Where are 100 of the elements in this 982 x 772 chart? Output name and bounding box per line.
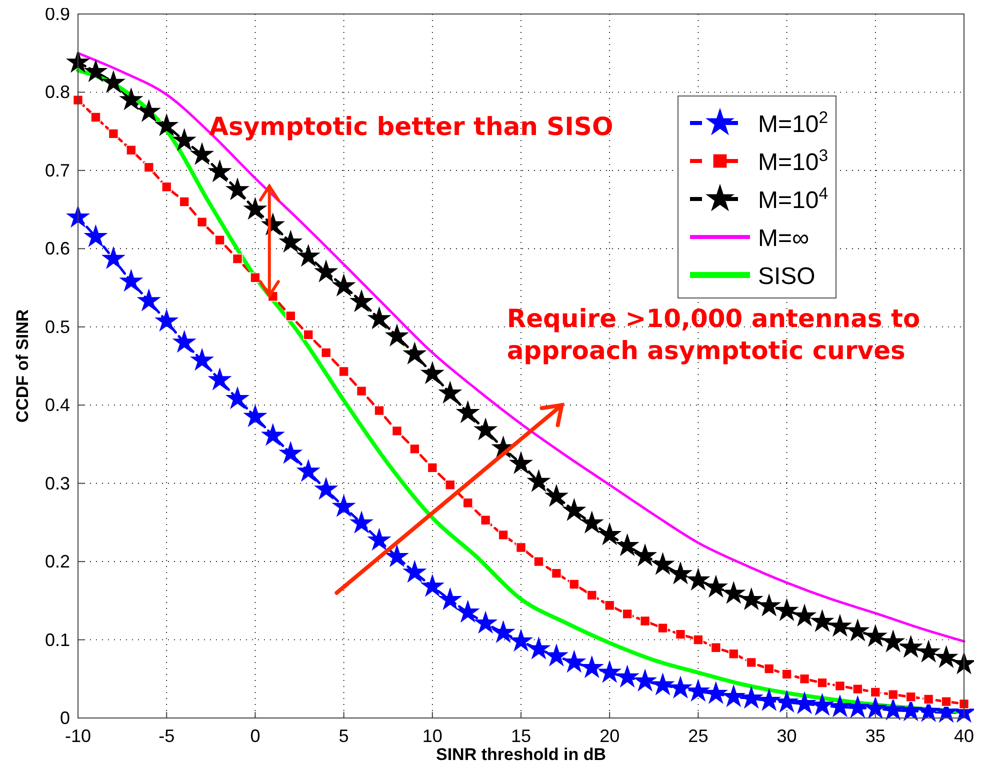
point — [84, 59, 108, 82]
annotation: Require >10,000 antennas to approach asymptotic curves — [506, 304, 920, 365]
x-tick-label: 0 — [250, 726, 260, 746]
point — [136, 288, 161, 312]
x-tick-label: 40 — [954, 726, 974, 746]
point — [66, 204, 90, 228]
point — [650, 672, 675, 696]
point — [367, 528, 392, 551]
point — [604, 600, 615, 611]
point — [640, 616, 650, 626]
point — [632, 668, 658, 692]
point — [444, 480, 456, 490]
point — [817, 678, 828, 688]
x-tick-label: 5 — [338, 726, 349, 746]
legend-label: SISO — [758, 263, 816, 290]
point — [427, 462, 438, 473]
point — [934, 645, 958, 668]
point — [828, 614, 852, 637]
x-tick-label: -5 — [158, 726, 175, 746]
point — [774, 598, 799, 622]
point — [722, 684, 746, 708]
point — [356, 386, 367, 396]
x-tick-label: 20 — [600, 726, 620, 746]
point — [285, 310, 296, 322]
point — [349, 510, 374, 534]
point — [562, 650, 586, 673]
point — [516, 542, 526, 553]
y-axis-title: CCDF of SINR — [13, 309, 32, 423]
point — [320, 348, 332, 358]
annotation: Asymptotic better than SISO — [209, 112, 614, 142]
point — [498, 530, 508, 540]
point — [119, 268, 144, 292]
point — [101, 70, 126, 94]
point — [906, 692, 916, 702]
point — [374, 405, 384, 416]
point — [544, 644, 568, 666]
point — [846, 618, 870, 642]
point — [870, 687, 881, 698]
point — [456, 400, 480, 424]
point — [675, 629, 686, 640]
point — [119, 87, 144, 110]
point — [338, 366, 349, 377]
point — [852, 684, 863, 694]
point — [410, 444, 420, 454]
point — [438, 587, 462, 610]
y-tick-label: 0.2 — [44, 552, 70, 572]
point — [782, 669, 792, 680]
point — [668, 676, 693, 699]
point — [314, 259, 338, 282]
point — [161, 182, 172, 192]
point — [278, 440, 303, 464]
point — [420, 574, 444, 597]
point — [722, 580, 746, 604]
point — [154, 113, 179, 136]
point — [402, 342, 427, 365]
point — [916, 640, 941, 663]
point — [562, 498, 586, 521]
point — [278, 230, 303, 253]
x-axis-title: SINR threshold in dB — [436, 745, 606, 764]
point — [392, 426, 402, 436]
point — [196, 216, 208, 228]
legend-label: M=10$^{4}$ — [758, 184, 828, 214]
y-tick-label: 0 — [60, 708, 70, 728]
y-tick-label: 0.1 — [44, 630, 70, 650]
point — [898, 634, 923, 658]
point — [764, 664, 774, 674]
point — [686, 678, 710, 702]
point — [296, 244, 320, 267]
x-tick-label: -10 — [64, 726, 92, 746]
y-tick-label: 0.5 — [44, 316, 70, 337]
point — [190, 348, 214, 371]
point — [508, 451, 534, 474]
point — [456, 600, 480, 623]
legend-label: M=∞ — [758, 225, 810, 252]
point — [693, 634, 704, 645]
point — [551, 568, 562, 578]
point — [526, 469, 551, 492]
point — [704, 681, 728, 704]
x-tick-label: 15 — [510, 726, 532, 746]
point — [704, 574, 728, 598]
point — [314, 476, 338, 500]
point — [126, 144, 136, 156]
point — [569, 579, 580, 590]
point — [144, 162, 154, 172]
point — [172, 128, 196, 151]
point — [225, 386, 250, 410]
point — [881, 698, 906, 720]
point — [757, 688, 782, 712]
point — [243, 404, 268, 428]
point — [303, 330, 314, 340]
point — [728, 648, 739, 659]
point — [296, 458, 320, 482]
point — [658, 622, 668, 634]
point — [650, 552, 675, 575]
point — [586, 590, 598, 600]
point — [544, 484, 568, 507]
point — [668, 561, 693, 584]
point — [84, 224, 108, 248]
point — [108, 128, 119, 139]
point — [923, 694, 934, 704]
